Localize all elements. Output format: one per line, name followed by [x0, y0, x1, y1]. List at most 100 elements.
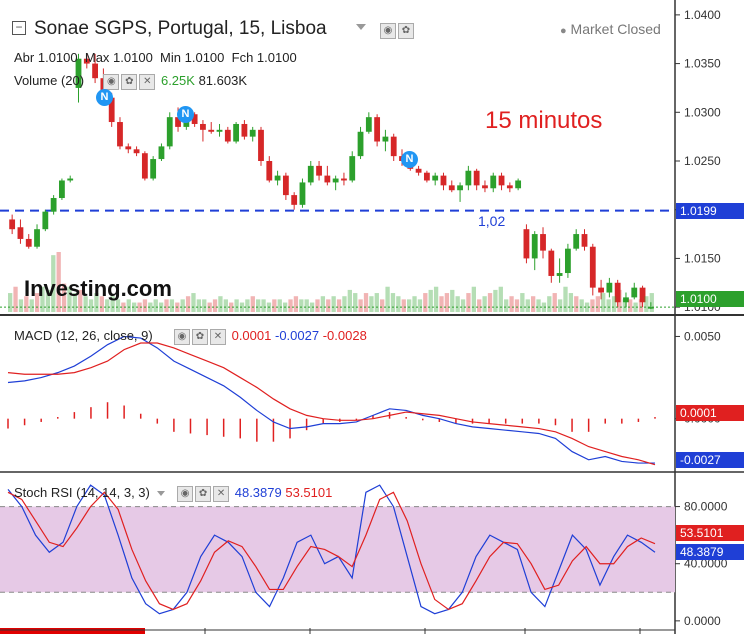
candle-body [208, 129, 215, 132]
price-tick-label: 1.0350 [684, 57, 721, 71]
gear-icon[interactable]: ✿ [121, 73, 138, 90]
candle-body [415, 168, 422, 173]
candle-body [357, 131, 364, 157]
stoch-tick-label: 40.0000 [684, 557, 728, 571]
candle-body [606, 282, 613, 293]
macd-signal-value: -0.0028 [322, 328, 367, 343]
news-marker-icon[interactable]: N [177, 106, 194, 123]
volume-bar [380, 299, 385, 312]
eye-icon[interactable]: ◉ [103, 73, 120, 90]
stoch-k-box: 48.3879 [676, 544, 744, 560]
volume-bar [353, 293, 358, 312]
volume-bar [180, 299, 185, 312]
volume-bar [455, 296, 460, 312]
candle-body [224, 129, 231, 142]
volume-bar [94, 293, 99, 312]
candle-body [448, 185, 455, 191]
volume-bar [471, 286, 476, 312]
candle-body [9, 219, 16, 230]
volume-bar [61, 283, 67, 312]
close-label: Fch [231, 50, 254, 65]
gear-icon[interactable]: ✿ [191, 328, 208, 345]
candle-body [341, 178, 347, 181]
volume-bar [212, 299, 218, 312]
stoch-d-value: 53.5101 [285, 485, 333, 500]
volume-bar [250, 296, 255, 312]
candle-body [598, 287, 604, 293]
volume-bar [514, 299, 520, 312]
candle-body [490, 175, 497, 189]
volume-bar [347, 289, 352, 312]
macd-legend: MACD (12, 26, close, 9) ◉ ✿ ✕ 0.0001 -0.00… [14, 328, 367, 345]
collapse-icon[interactable]: − [12, 21, 26, 35]
candle-body [581, 234, 588, 247]
volume-bar [595, 296, 601, 312]
candle-body [390, 136, 397, 157]
low-label: Min [160, 50, 181, 65]
volume-bar [153, 299, 158, 312]
volume-bar [374, 293, 379, 312]
market-status: ● Market Closed [560, 21, 661, 37]
volume-bar [579, 299, 584, 312]
news-marker-icon[interactable]: N [401, 151, 418, 168]
volume-value-1: 6.25K [160, 73, 195, 88]
close-icon[interactable]: ✕ [213, 485, 230, 502]
close-icon[interactable]: ✕ [209, 328, 226, 345]
volume-bar [477, 299, 482, 312]
candle-body [50, 198, 57, 212]
stoch-dropdown-icon[interactable] [157, 491, 166, 497]
candle-body [200, 123, 206, 130]
close-icon[interactable]: ✕ [139, 73, 156, 90]
eye-icon[interactable]: ◉ [380, 22, 396, 39]
volume-bar [530, 296, 536, 312]
volume-bar [649, 293, 654, 312]
volume-bar [110, 296, 115, 312]
candle-body [349, 156, 356, 181]
volume-bar [525, 299, 530, 312]
volume-bar [137, 302, 142, 312]
support-price-box: 1.0199 [676, 203, 744, 219]
volume-bar [611, 296, 617, 312]
title-dropdown-icon[interactable] [356, 24, 366, 30]
stoch-band [0, 506, 675, 593]
volume-bar [115, 299, 121, 312]
gear-icon[interactable]: ✿ [195, 485, 212, 502]
ohlc-row: Abr 1.0100 Max 1.0100 Min 1.0100 Fch 1.0… [14, 50, 297, 65]
stoch-legend: Stoch RSI (14, 14, 3, 3) ◉ ✿ ✕ 48.3879 53.… [14, 485, 332, 502]
candle-body [258, 129, 264, 161]
candle-body [506, 185, 513, 189]
gear-icon[interactable]: ✿ [398, 22, 414, 39]
news-marker-icon[interactable]: N [96, 89, 113, 106]
candle-body [34, 229, 40, 247]
candle-body [282, 175, 289, 196]
candle-body [589, 246, 596, 288]
chart-title: Sonae SGPS, Portugal, 15, Lisboa [34, 18, 327, 39]
volume-bar [628, 299, 633, 312]
macd-hist-box: 0.0001 [676, 405, 744, 421]
candle-body [498, 175, 505, 186]
volume-bar [433, 286, 439, 312]
eye-icon[interactable]: ◉ [173, 328, 190, 345]
candle-body [42, 211, 49, 230]
low-value: 1.0100 [184, 50, 225, 65]
candle-body [365, 117, 372, 132]
volume-bar [342, 296, 347, 312]
volume-bar [83, 296, 88, 312]
candle-body [117, 122, 123, 147]
volume-bar [406, 299, 412, 312]
volume-bar [29, 299, 34, 312]
macd-hist-value: 0.0001 [231, 328, 272, 343]
stoch-k-line [7, 484, 656, 615]
candle-body [432, 175, 439, 181]
volume-bar [132, 302, 137, 312]
volume-bar [277, 299, 282, 312]
volume-bar [401, 299, 406, 312]
macd-line [7, 335, 655, 464]
volume-bar [51, 255, 56, 312]
candle-body [299, 182, 306, 205]
eye-icon[interactable]: ◉ [177, 485, 194, 502]
volume-bar [536, 299, 541, 312]
volume-bar [336, 299, 342, 312]
